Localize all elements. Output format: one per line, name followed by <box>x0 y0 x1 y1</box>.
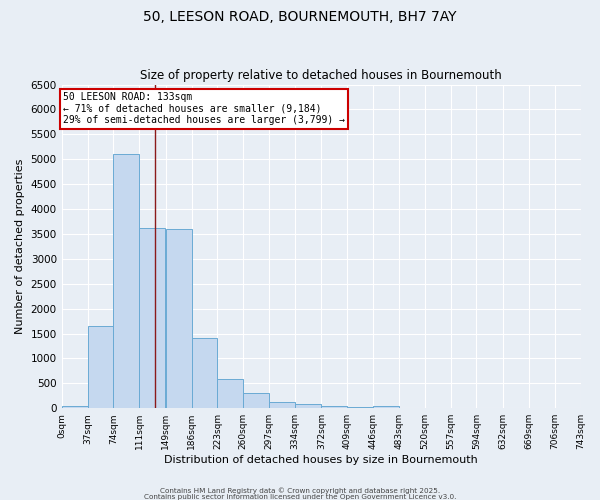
Bar <box>243 394 269 408</box>
Bar <box>166 229 191 408</box>
Text: 50 LEESON ROAD: 133sqm
← 71% of detached houses are smaller (9,184)
29% of semi-: 50 LEESON ROAD: 133sqm ← 71% of detached… <box>63 92 345 125</box>
Bar <box>347 407 373 408</box>
Text: 50, LEESON ROAD, BOURNEMOUTH, BH7 7AY: 50, LEESON ROAD, BOURNEMOUTH, BH7 7AY <box>143 10 457 24</box>
Y-axis label: Number of detached properties: Number of detached properties <box>15 158 25 334</box>
Title: Size of property relative to detached houses in Bournemouth: Size of property relative to detached ho… <box>140 69 502 82</box>
X-axis label: Distribution of detached houses by size in Bournemouth: Distribution of detached houses by size … <box>164 455 478 465</box>
Bar <box>88 326 113 408</box>
Text: Contains HM Land Registry data © Crown copyright and database right 2025.: Contains HM Land Registry data © Crown c… <box>160 487 440 494</box>
Bar <box>373 406 399 408</box>
Text: Contains public sector information licensed under the Open Government Licence v3: Contains public sector information licen… <box>144 494 456 500</box>
Bar <box>295 404 321 408</box>
Bar <box>269 402 295 408</box>
Bar <box>217 380 243 408</box>
Bar <box>113 154 139 408</box>
Bar <box>139 228 165 408</box>
Bar <box>62 406 88 408</box>
Bar <box>322 406 347 408</box>
Bar <box>191 338 217 408</box>
